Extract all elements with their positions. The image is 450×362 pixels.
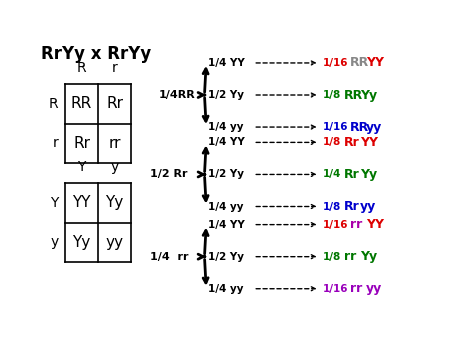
Text: RR: RR <box>344 88 363 101</box>
Text: RR: RR <box>350 121 369 134</box>
Text: 1/4 yy: 1/4 yy <box>208 284 243 294</box>
Text: yy: yy <box>106 235 124 250</box>
Text: 1/8: 1/8 <box>322 252 341 262</box>
Text: 1/4  rr: 1/4 rr <box>150 252 189 262</box>
Text: RR: RR <box>71 96 92 111</box>
Text: Yy: Yy <box>360 250 377 263</box>
Text: Rr: Rr <box>106 96 123 111</box>
Text: Rr: Rr <box>73 136 90 151</box>
Text: 1/4 yy: 1/4 yy <box>208 122 243 132</box>
Text: 1/16: 1/16 <box>322 220 348 230</box>
Text: 1/2 Rr: 1/2 Rr <box>150 169 188 180</box>
Text: 1/2 Yy: 1/2 Yy <box>208 252 244 262</box>
Text: 1/4RR: 1/4RR <box>159 90 196 100</box>
Text: 1/4 YY: 1/4 YY <box>208 138 245 147</box>
Text: yy: yy <box>366 121 382 134</box>
Text: YY: YY <box>360 136 378 149</box>
Text: RrYy x RrYy: RrYy x RrYy <box>41 45 152 63</box>
Text: 1/4 yy: 1/4 yy <box>208 202 243 211</box>
Text: r: r <box>53 136 58 151</box>
Text: 1/16: 1/16 <box>322 58 348 68</box>
Text: yy: yy <box>360 200 376 213</box>
Text: Yy: Yy <box>72 235 90 250</box>
Text: Yy: Yy <box>360 168 377 181</box>
Text: Yy: Yy <box>360 88 377 101</box>
Text: Y: Y <box>77 160 86 174</box>
Text: YY: YY <box>72 195 91 210</box>
Text: 1/2 Yy: 1/2 Yy <box>208 169 244 180</box>
Text: y: y <box>111 160 119 174</box>
Text: yy: yy <box>366 282 382 295</box>
Text: y: y <box>50 235 58 249</box>
Text: 1/16: 1/16 <box>322 284 348 294</box>
Text: Rr: Rr <box>344 168 360 181</box>
Text: YY: YY <box>366 218 384 231</box>
Text: r: r <box>112 62 117 76</box>
Text: 1/4 YY: 1/4 YY <box>208 220 245 230</box>
Text: 1/8: 1/8 <box>322 90 341 100</box>
Text: Yy: Yy <box>106 195 124 210</box>
Text: 1/4: 1/4 <box>322 169 341 180</box>
Text: rr: rr <box>344 250 356 263</box>
Text: R: R <box>76 62 86 76</box>
Text: Rr: Rr <box>344 136 360 149</box>
Text: 1/4 YY: 1/4 YY <box>208 58 245 68</box>
Text: Rr: Rr <box>344 200 360 213</box>
Text: 1/16: 1/16 <box>322 122 348 132</box>
Text: rr: rr <box>350 218 363 231</box>
Text: RR: RR <box>350 56 369 70</box>
Text: 1/8: 1/8 <box>322 138 341 147</box>
Text: 1/8: 1/8 <box>322 202 341 211</box>
Text: R: R <box>49 97 58 111</box>
Text: rr: rr <box>350 282 363 295</box>
Text: 1/2 Yy: 1/2 Yy <box>208 90 244 100</box>
Text: rr: rr <box>108 136 121 151</box>
Text: Y: Y <box>50 196 58 210</box>
Text: YY: YY <box>366 56 384 70</box>
